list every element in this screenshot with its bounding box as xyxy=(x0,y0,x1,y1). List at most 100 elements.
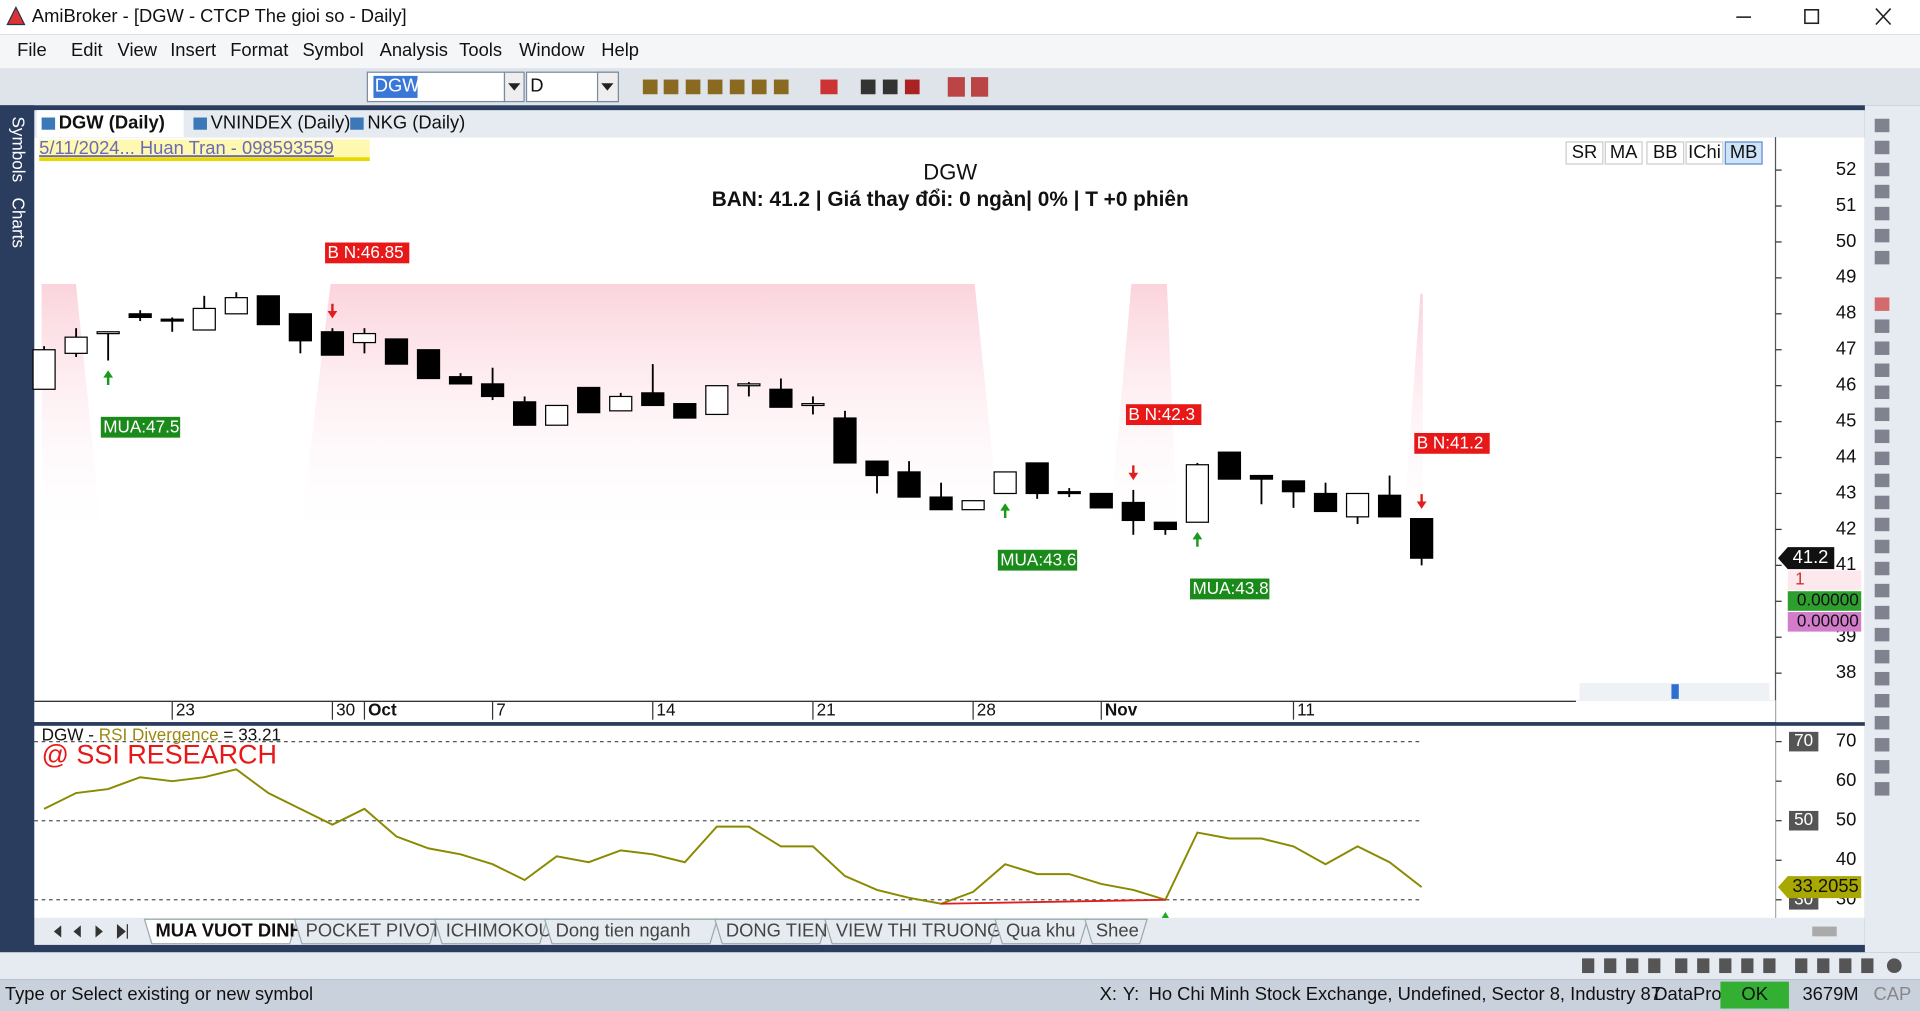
status-memory: 3679M xyxy=(1802,983,1858,1004)
rsi-title-part: = 33.21 xyxy=(219,724,281,744)
sheet-tab-label[interactable]: MUA VUOT DINH xyxy=(156,919,303,940)
tool-icon[interactable] xyxy=(1874,605,1890,620)
y-tick-label: 60 xyxy=(1836,769,1856,790)
menu-item[interactable]: Symbol xyxy=(302,39,363,60)
symbol-input[interactable]: DGW xyxy=(375,75,421,96)
tool-icon[interactable] xyxy=(1874,140,1890,155)
tool-icon[interactable] xyxy=(1874,228,1890,243)
interval-input[interactable]: D xyxy=(530,75,543,96)
chart-button-label[interactable]: BB xyxy=(1653,141,1678,162)
drawing-tools[interactable] xyxy=(1874,118,1890,796)
scroll-thumb[interactable] xyxy=(1671,684,1679,699)
menu-item[interactable]: Window xyxy=(519,39,585,60)
active-tab[interactable] xyxy=(36,110,184,138)
tool-icon[interactable] xyxy=(1874,495,1890,510)
chart-subtitle: BAN: 41.2 | Giá thay đổi: 0 ngàn| 0% | T… xyxy=(712,188,1189,211)
tool-icon[interactable] xyxy=(1874,738,1890,752)
sheet-tab-label[interactable]: Dong tien nganh xyxy=(556,919,691,940)
tool-icon[interactable] xyxy=(1874,297,1890,311)
sheet-tab[interactable] xyxy=(543,918,719,945)
bottom-icons[interactable] xyxy=(1582,958,1902,974)
chart-button[interactable] xyxy=(1724,141,1763,165)
indicator-value: 0.00000 xyxy=(1797,590,1859,610)
y-tick-label: 51 xyxy=(1836,194,1856,215)
sheet-tab-label[interactable]: Qua khu xyxy=(1006,919,1075,940)
y-tick-label: 43 xyxy=(1836,481,1856,502)
tool-icon[interactable] xyxy=(1874,407,1890,422)
menu-item[interactable]: Help xyxy=(601,39,639,60)
sheet-tab[interactable] xyxy=(714,918,829,945)
tool-icon[interactable] xyxy=(1874,539,1890,554)
side-tab[interactable]: Charts xyxy=(9,198,29,248)
tool-icon[interactable] xyxy=(1874,561,1890,576)
chart-button-label[interactable]: MB xyxy=(1730,141,1758,162)
sheet-tab[interactable] xyxy=(143,918,298,945)
doc-tab[interactable]: NKG (Daily) xyxy=(367,111,465,132)
y-tick-label: 70 xyxy=(1836,729,1856,750)
tool-icon[interactable] xyxy=(1874,451,1890,466)
chart-button-label[interactable]: SR xyxy=(1572,141,1598,162)
tool-icon[interactable] xyxy=(1874,583,1890,598)
tool-icon[interactable] xyxy=(1874,693,1890,708)
menu-item[interactable]: View xyxy=(118,39,158,60)
menu-item[interactable]: Tools xyxy=(459,39,502,60)
sheet-tab-label[interactable]: POCKET PIVOT xyxy=(306,919,441,940)
chart-button[interactable] xyxy=(1565,141,1604,165)
sheet-nav[interactable] xyxy=(46,924,128,939)
sheet-tab[interactable] xyxy=(994,918,1089,945)
sheet-tab-label[interactable]: ICHIMOKOU xyxy=(446,919,552,940)
tool-icon[interactable] xyxy=(1874,162,1890,177)
menu-item[interactable]: Analysis xyxy=(380,39,448,60)
doc-tab[interactable]: VNINDEX (Daily) xyxy=(211,111,351,132)
sheet-tab-label[interactable]: Shee xyxy=(1096,919,1139,940)
tool-icon[interactable] xyxy=(1874,385,1890,400)
tool-icon[interactable] xyxy=(1874,429,1890,444)
candle-body xyxy=(609,395,633,412)
tool-icon[interactable] xyxy=(1874,782,1890,796)
x-tick-label: Oct xyxy=(368,700,397,720)
tool-icon[interactable] xyxy=(1874,760,1890,774)
y-tick-label: 50 xyxy=(1836,809,1856,830)
bottom-toolbar xyxy=(0,952,1920,980)
sheet-tab[interactable] xyxy=(823,918,999,945)
candle-body xyxy=(1249,474,1274,480)
tool-icon[interactable] xyxy=(1874,319,1890,333)
window-controls[interactable] xyxy=(1736,8,1892,26)
status-y: Y: xyxy=(1123,983,1139,1004)
chart-button-label[interactable]: IChi xyxy=(1688,141,1721,162)
menu-item[interactable]: Edit xyxy=(71,39,103,60)
candle-body xyxy=(64,336,88,354)
tool-icon[interactable] xyxy=(1874,250,1890,265)
sheet-tab[interactable] xyxy=(433,918,548,945)
menu-item[interactable]: Format xyxy=(230,39,288,60)
tool-icon[interactable] xyxy=(1874,517,1890,532)
sheet-tab-label[interactable]: DONG TIEN xyxy=(726,919,828,940)
toolbar-icons[interactable] xyxy=(642,77,989,97)
sheet-tab[interactable] xyxy=(1084,918,1148,945)
chart-button[interactable] xyxy=(1685,141,1724,165)
tool-icon[interactable] xyxy=(1874,206,1890,221)
candle-body xyxy=(512,401,537,426)
chart-button-label[interactable]: MA xyxy=(1610,141,1638,162)
candle-body xyxy=(641,392,665,407)
sheet-tab[interactable] xyxy=(293,918,438,945)
tool-icon[interactable] xyxy=(1874,671,1890,686)
indicator-box xyxy=(1787,570,1862,590)
tool-icon[interactable] xyxy=(1874,118,1890,133)
tool-icon[interactable] xyxy=(1874,184,1890,199)
sheet-tab-label[interactable]: VIEW THI TRUONG xyxy=(836,919,1002,940)
tool-icon[interactable] xyxy=(1874,649,1890,664)
menu-bar xyxy=(0,34,1920,69)
menu-item[interactable]: File xyxy=(17,39,47,60)
chart-button[interactable] xyxy=(1604,141,1643,165)
doc-tab[interactable]: DGW (Daily) xyxy=(59,111,165,132)
tool-icon[interactable] xyxy=(1874,473,1890,488)
tool-icon[interactable] xyxy=(1874,627,1890,642)
tool-icon[interactable] xyxy=(1874,363,1890,377)
tool-icon[interactable] xyxy=(1874,716,1890,730)
tool-icon[interactable] xyxy=(1874,341,1890,355)
side-tab[interactable]: Symbols xyxy=(9,116,29,182)
chart-button[interactable] xyxy=(1646,141,1685,165)
menu-item[interactable]: Insert xyxy=(170,39,216,60)
h-scroll[interactable] xyxy=(1812,926,1837,937)
